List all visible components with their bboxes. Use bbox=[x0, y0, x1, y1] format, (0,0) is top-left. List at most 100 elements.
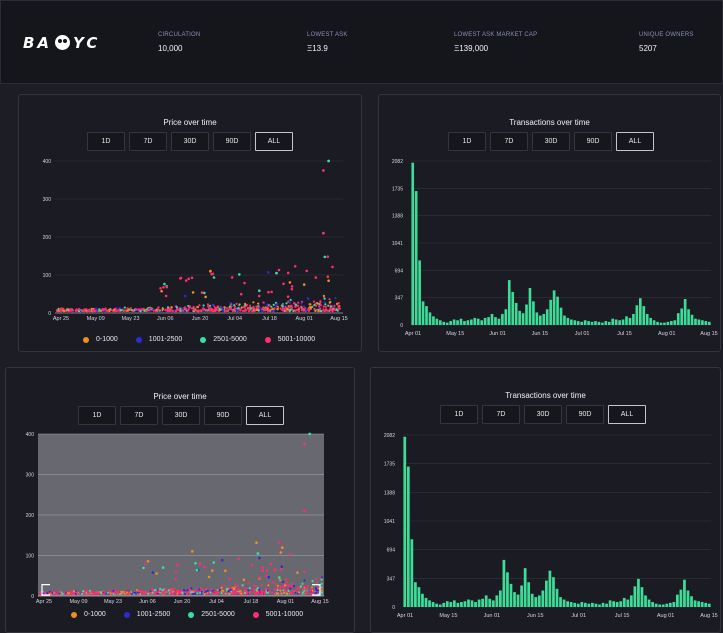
price-point bbox=[314, 302, 317, 305]
range-button-30d[interactable]: 30D bbox=[162, 406, 200, 425]
transaction-bar bbox=[690, 596, 693, 607]
transaction-bar bbox=[687, 309, 690, 325]
range-button-90d[interactable]: 90D bbox=[213, 132, 251, 151]
price-point bbox=[267, 271, 270, 274]
price-point bbox=[316, 592, 319, 595]
range-button-all[interactable]: ALL bbox=[246, 406, 284, 425]
price-point bbox=[123, 592, 126, 595]
range-button-30d[interactable]: 30D bbox=[171, 132, 209, 151]
range-button-90d[interactable]: 90D bbox=[566, 405, 604, 424]
transaction-bar bbox=[494, 317, 497, 325]
price-point bbox=[265, 574, 268, 578]
price-point bbox=[44, 591, 47, 594]
price-point bbox=[183, 306, 186, 309]
price-point bbox=[279, 589, 282, 592]
legend-item[interactable]: 5001-10000 bbox=[264, 336, 315, 343]
transaction-bar bbox=[642, 306, 646, 325]
legend-dot-icon bbox=[188, 611, 195, 618]
price-point bbox=[279, 307, 282, 310]
price-point bbox=[287, 590, 290, 593]
price-point bbox=[286, 295, 290, 298]
price-point bbox=[328, 298, 331, 301]
range-button-90d[interactable]: 90D bbox=[574, 132, 612, 151]
price-point bbox=[151, 591, 154, 594]
transaction-bar bbox=[645, 313, 649, 325]
price-point bbox=[328, 301, 331, 304]
range-button-all[interactable]: ALL bbox=[255, 132, 293, 151]
legend-item[interactable]: 0-1000 bbox=[83, 336, 118, 343]
price-point bbox=[261, 569, 265, 573]
range-button-7d[interactable]: 7D bbox=[482, 405, 520, 424]
price-point bbox=[74, 310, 78, 313]
price-point bbox=[238, 273, 241, 276]
legend-item[interactable]: 2501-5000 bbox=[200, 336, 247, 343]
stat-lowest-ask-market-cap: LOWEST ASK MARKET CAP Ξ139,000 bbox=[454, 32, 538, 53]
transaction-bar bbox=[704, 321, 708, 325]
legend-item[interactable]: 2501-5000 bbox=[188, 611, 235, 618]
legend-item[interactable]: 0-1000 bbox=[71, 611, 106, 618]
transaction-bar bbox=[552, 577, 555, 607]
price-point bbox=[181, 309, 184, 312]
transaction-bar bbox=[587, 321, 590, 325]
transactions-bar-chart-bottom[interactable]: 0 347 694 1041 1388 1735 2082 Apr 01 May 15 Jun 0… bbox=[373, 431, 721, 629]
price-point bbox=[57, 307, 60, 310]
price-point bbox=[238, 308, 242, 311]
legend-item[interactable]: 5001-10000 bbox=[252, 611, 304, 618]
range-button-1d[interactable]: 1D bbox=[87, 132, 125, 151]
range-button-30d[interactable]: 30D bbox=[532, 132, 570, 151]
price-point bbox=[225, 591, 228, 594]
range-button-7d[interactable]: 7D bbox=[120, 406, 158, 425]
x-tick-label: Jul 01 bbox=[575, 331, 590, 337]
price-point bbox=[210, 588, 213, 591]
transaction-bar bbox=[513, 592, 516, 607]
price-point bbox=[250, 307, 253, 310]
price-point bbox=[181, 307, 184, 310]
transaction-bar bbox=[647, 599, 651, 607]
price-point bbox=[279, 579, 282, 582]
y-tick-label: 1735 bbox=[392, 186, 403, 192]
price-point bbox=[288, 310, 291, 313]
price-point bbox=[284, 590, 287, 593]
range-button-all[interactable]: ALL bbox=[616, 132, 654, 151]
price-point bbox=[137, 308, 140, 311]
legend-item[interactable]: 1001-2500 bbox=[123, 611, 170, 618]
price-point bbox=[306, 585, 309, 588]
transaction-bar bbox=[445, 322, 449, 325]
price-point bbox=[179, 309, 182, 312]
range-button-1d[interactable]: 1D bbox=[448, 132, 486, 151]
transaction-bar bbox=[626, 599, 630, 607]
price-point bbox=[229, 302, 232, 305]
price-point bbox=[122, 590, 125, 593]
legend-label: 5001-10000 bbox=[265, 611, 304, 618]
range-button-7d[interactable]: 7D bbox=[490, 132, 528, 151]
price-point bbox=[273, 568, 277, 572]
range-button-all[interactable]: ALL bbox=[608, 405, 646, 424]
transaction-bar bbox=[552, 290, 556, 325]
price-point bbox=[257, 294, 261, 298]
price-point bbox=[216, 588, 219, 592]
price-point bbox=[277, 268, 281, 272]
price-point bbox=[320, 591, 323, 594]
range-button-1d[interactable]: 1D bbox=[440, 405, 478, 424]
transaction-bar bbox=[704, 602, 708, 607]
bayc-logo[interactable]: BA YC bbox=[23, 34, 101, 52]
transactions-bar-chart[interactable]: 0 347 694 1041 1388 1735 2082 Apr 01 May 15 Jun 0… bbox=[381, 157, 721, 347]
price-point bbox=[297, 301, 300, 304]
range-button-7d[interactable]: 7D bbox=[129, 132, 167, 151]
range-button-90d[interactable]: 90D bbox=[204, 406, 242, 425]
transaction-bar bbox=[435, 603, 438, 607]
range-button-30d[interactable]: 30D bbox=[524, 405, 562, 424]
range-button-1d[interactable]: 1D bbox=[78, 406, 116, 425]
price-scatter-chart-zoom[interactable]: 0 100 200 300 400 Apr 25 May 09 May 23 Jun 06 Jun… bbox=[8, 428, 354, 608]
transaction-bar bbox=[481, 598, 485, 607]
price-point bbox=[123, 309, 126, 312]
transaction-bar bbox=[576, 321, 580, 325]
price-point bbox=[192, 308, 196, 311]
price-point bbox=[326, 255, 330, 258]
legend-item[interactable]: 1001-2500 bbox=[135, 336, 182, 343]
price-point-outlier bbox=[275, 271, 278, 275]
price-scatter-chart[interactable]: 0 100 200 300 400 Apr 25 May 09 May 23 Jun 06 Jun… bbox=[27, 155, 357, 325]
price-point bbox=[266, 310, 270, 313]
price-point bbox=[289, 587, 292, 590]
stat-unique-owners: UNIQUE OWNERS 5207 bbox=[639, 32, 694, 53]
